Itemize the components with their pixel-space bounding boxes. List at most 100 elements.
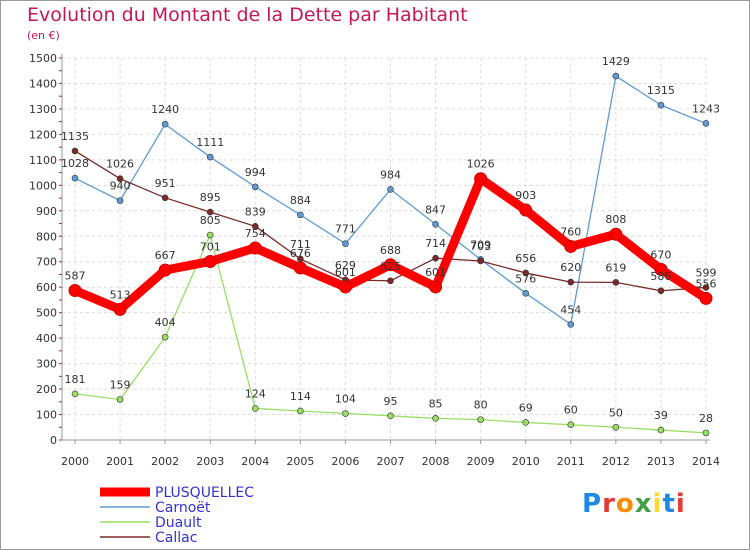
- data-label: 884: [290, 194, 311, 207]
- data-label: 670: [650, 248, 671, 261]
- data-label: 629: [335, 259, 356, 272]
- legend-label: Carnoët: [155, 500, 211, 516]
- x-tick-label: 2009: [467, 455, 495, 468]
- data-point: [297, 211, 304, 219]
- y-tick-label: 900: [36, 205, 57, 218]
- logo-letter: t: [662, 489, 676, 519]
- data-point: [297, 407, 304, 415]
- data-label: 619: [605, 261, 626, 274]
- data-label: 903: [515, 189, 536, 202]
- logo-letter: r: [602, 489, 616, 519]
- x-tick-label: 2011: [557, 455, 585, 468]
- data-label: 951: [155, 177, 176, 190]
- data-label: 847: [425, 203, 446, 216]
- y-tick-label: 500: [36, 307, 57, 320]
- data-point: [474, 172, 488, 186]
- data-point: [251, 405, 259, 412]
- data-point: [567, 421, 575, 429]
- x-tick-label: 2000: [61, 455, 89, 468]
- y-tick-label: 200: [36, 383, 57, 396]
- data-label: 940: [110, 180, 131, 193]
- x-tick-label: 2002: [151, 455, 179, 468]
- data-point: [612, 423, 620, 431]
- y-tick-label: 400: [36, 332, 57, 345]
- data-label: 667: [155, 249, 176, 262]
- logo-letter: P: [582, 489, 603, 519]
- y-tick-label: 1500: [29, 52, 57, 65]
- y-tick-label: 700: [36, 256, 57, 269]
- data-label: 556: [696, 277, 717, 290]
- data-label: 760: [560, 225, 581, 238]
- data-label: 656: [515, 252, 536, 265]
- data-label: 181: [65, 373, 86, 386]
- logo-letter: i: [652, 489, 663, 519]
- data-point: [657, 426, 665, 434]
- x-tick-label: 2007: [377, 455, 405, 468]
- data-label: 839: [245, 205, 266, 218]
- x-tick-label: 2010: [512, 455, 540, 468]
- x-tick-label: 2006: [331, 455, 359, 468]
- data-label: 601: [425, 266, 446, 279]
- data-label: 50: [609, 406, 623, 419]
- data-point: [702, 284, 710, 291]
- data-label: 1243: [692, 102, 720, 115]
- logo-letter: i: [675, 489, 686, 519]
- y-tick-label: 1400: [29, 77, 57, 90]
- data-point: [342, 410, 349, 417]
- data-point: [477, 416, 484, 423]
- data-point: [522, 419, 530, 426]
- data-label: 1111: [196, 136, 224, 149]
- data-point: [429, 280, 443, 294]
- data-label: 688: [380, 244, 401, 257]
- proxiti-logo: Proxiti: [582, 489, 686, 519]
- data-point: [71, 174, 79, 182]
- data-label: 805: [200, 214, 221, 227]
- data-label: 895: [200, 191, 221, 204]
- data-label: 576: [515, 272, 536, 285]
- data-point: [384, 258, 397, 272]
- data-point: [567, 321, 575, 328]
- data-point: [116, 175, 124, 183]
- data-point: [206, 208, 214, 216]
- x-tick-label: 2014: [692, 455, 720, 468]
- data-label: 124: [245, 387, 266, 400]
- data-point: [609, 227, 623, 241]
- data-label: 701: [200, 240, 221, 253]
- data-point: [342, 240, 349, 247]
- x-tick-label: 2003: [196, 455, 224, 468]
- data-point: [161, 333, 169, 341]
- data-label: 80: [474, 399, 488, 412]
- data-label: 620: [560, 261, 581, 274]
- data-label: 104: [335, 393, 356, 406]
- data-point: [158, 263, 172, 277]
- data-point: [522, 290, 530, 297]
- data-label: 1429: [602, 55, 630, 68]
- chart-title: Evolution du Montant de la Dette par Hab…: [27, 4, 468, 26]
- data-label: 1135: [61, 130, 89, 143]
- logo-letter: o: [615, 489, 635, 519]
- data-label: 513: [110, 288, 131, 301]
- data-label: 1026: [467, 158, 495, 171]
- data-point: [71, 390, 79, 398]
- data-label: 1026: [106, 158, 134, 171]
- y-tick-label: 600: [36, 281, 57, 294]
- data-label: 703: [470, 240, 491, 253]
- data-point: [432, 220, 439, 228]
- data-point: [477, 257, 484, 265]
- data-point: [206, 231, 214, 239]
- data-label: 69: [519, 401, 533, 414]
- legend-label: Callac: [155, 530, 197, 546]
- data-label: 114: [290, 390, 311, 403]
- data-point: [702, 120, 710, 127]
- data-label: 676: [290, 247, 311, 260]
- data-point: [248, 241, 262, 255]
- data-point: [71, 147, 79, 155]
- data-label: 85: [429, 397, 443, 410]
- data-point: [387, 412, 394, 420]
- data-point: [206, 153, 214, 161]
- y-tick-label: 100: [36, 409, 57, 422]
- x-tick-label: 2008: [422, 455, 450, 468]
- x-tick-label: 2005: [286, 455, 314, 468]
- logo-letter: x: [634, 489, 653, 519]
- data-label: 601: [335, 266, 356, 279]
